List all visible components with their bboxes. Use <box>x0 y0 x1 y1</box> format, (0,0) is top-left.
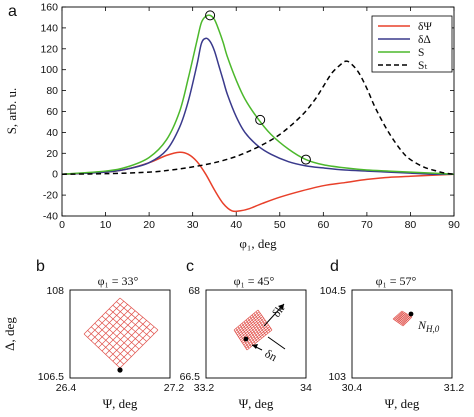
series-line-delta-psi <box>61 151 455 213</box>
mesh-line <box>112 323 151 362</box>
series-line-s <box>61 14 455 175</box>
panel-c-ytick-bottom: 66.5 <box>180 371 201 383</box>
panel-a-xtick-label: 70 <box>361 219 373 231</box>
legend-entry: S <box>418 47 424 59</box>
panel-label-a: a <box>8 3 17 20</box>
mesh-line <box>255 311 271 332</box>
mesh-line <box>401 316 411 326</box>
mesh-line <box>400 311 412 319</box>
panel-b-xlabel: Ψ, deg <box>103 396 138 411</box>
panel-d-xtick-right: 31.2 <box>444 382 465 394</box>
legend-entry: Sₜ <box>418 60 427 72</box>
mesh-line <box>112 304 151 338</box>
legend-box <box>371 15 453 73</box>
mesh-line <box>398 313 409 321</box>
panel-b-ytick-top: 108 <box>46 285 64 297</box>
panel-a-xtick-label: 10 <box>100 219 112 231</box>
mesh-line <box>402 316 413 327</box>
panel-a-xtick-label: 50 <box>274 219 286 231</box>
panel-c-xtick-right: 34 <box>300 382 312 394</box>
panel-label-c: c <box>186 258 194 275</box>
mesh-line <box>400 315 410 325</box>
mesh-line <box>105 312 144 346</box>
mesh-line <box>116 301 155 335</box>
panel-b-mesh <box>83 297 159 369</box>
legend-entry: δΨ <box>418 21 432 33</box>
panel-a-xtick-label: 80 <box>405 219 417 231</box>
panel-d-point-label: NH,0 <box>417 318 440 334</box>
mesh-line <box>244 326 270 347</box>
mesh-line <box>399 314 409 324</box>
mesh-line <box>399 312 410 320</box>
panel-d-frame <box>351 289 453 379</box>
panel-a-ytick-label: 0 <box>52 169 58 181</box>
mesh-line <box>245 328 272 349</box>
panel-d-title: φ₁ = 57° <box>376 274 417 288</box>
panel-a-ytick-label: 160 <box>40 2 58 14</box>
panel-c-arrow-label-dn: δn <box>263 346 280 364</box>
panel-a-markers <box>205 10 311 165</box>
mesh-line <box>257 309 273 331</box>
panel-c-ytick-top: 68 <box>188 285 200 297</box>
series-line-delta-delta <box>61 37 455 176</box>
mesh-line <box>108 320 147 359</box>
panel-a-xtick-label: 20 <box>143 219 155 231</box>
panel-b-frame <box>69 289 171 379</box>
curve-marker <box>255 114 266 125</box>
panel-a-series <box>61 14 455 213</box>
panel-d-mesh <box>392 310 413 327</box>
panel-b-title: φ₁ = 33° <box>98 274 139 288</box>
panel-label-d: d <box>330 258 339 275</box>
panel-c-xtick-left: 33.2 <box>194 382 215 394</box>
mesh-line <box>246 329 273 351</box>
panel-a-xtick-label: 90 <box>448 219 460 231</box>
series-line-s-t <box>61 60 455 175</box>
panel-a-ytick-label: -40 <box>43 211 58 223</box>
mesh-line <box>397 313 408 323</box>
panel-a-xlabel: φ₁, deg <box>239 236 277 251</box>
panel-a-ytick-label: 40 <box>46 127 58 139</box>
panel-a-ytick-label: 60 <box>46 106 58 118</box>
panel-a-ytick-label: 80 <box>46 85 58 97</box>
panel-b-xtick-right: 27.2 <box>164 382 185 394</box>
panel-c-point <box>243 336 249 342</box>
panel-a-ytick-label: 100 <box>40 64 58 76</box>
panel-a-ytick-label: 140 <box>40 22 58 34</box>
panel-a-ytick-label: 20 <box>46 148 58 160</box>
panel-c-arrows <box>251 303 286 351</box>
panel-a-ytick-label: 120 <box>40 43 58 55</box>
panel-b-point <box>117 367 123 373</box>
mesh-line <box>119 297 159 331</box>
panel-b-ylabel: Δ, deg <box>2 317 17 351</box>
panel-a-xtick-label: 60 <box>317 219 329 231</box>
panel-c-title: φ₁ = 45° <box>234 274 275 288</box>
panel-c-frame <box>205 289 307 379</box>
panel-a-xtick-label: 40 <box>230 219 242 231</box>
panel-a-ylabel: S, arb. u. <box>4 88 19 135</box>
mesh-line <box>108 308 147 342</box>
curve-marker <box>205 10 216 21</box>
panel-d-point <box>408 311 414 317</box>
mesh-line <box>116 326 155 365</box>
panel-d-ytick-bottom: 103 <box>328 371 346 383</box>
panel-d-xtick-left: 30.4 <box>342 382 363 394</box>
panel-a-frame <box>61 6 455 217</box>
panel-d-ytick-top: 104.5 <box>320 285 346 297</box>
panel-b-ytick-bottom: 106.5 <box>38 371 64 383</box>
mesh-line <box>101 313 140 352</box>
panel-label-b: b <box>36 258 45 275</box>
curve-marker <box>300 154 311 165</box>
panel-b-xtick-left: 26.4 <box>56 382 77 394</box>
panel-c-xlabel: Ψ, deg <box>239 396 274 411</box>
panel-a-xtick-label: 0 <box>59 219 65 231</box>
panel-a-ytick-label: -20 <box>43 190 58 202</box>
mesh-line <box>119 329 159 369</box>
panel-d-xlabel: Ψ, deg <box>385 396 420 411</box>
legend-entry: δΔ <box>418 34 431 46</box>
mesh-line <box>105 316 144 355</box>
panel-a-xtick-label: 30 <box>187 219 199 231</box>
